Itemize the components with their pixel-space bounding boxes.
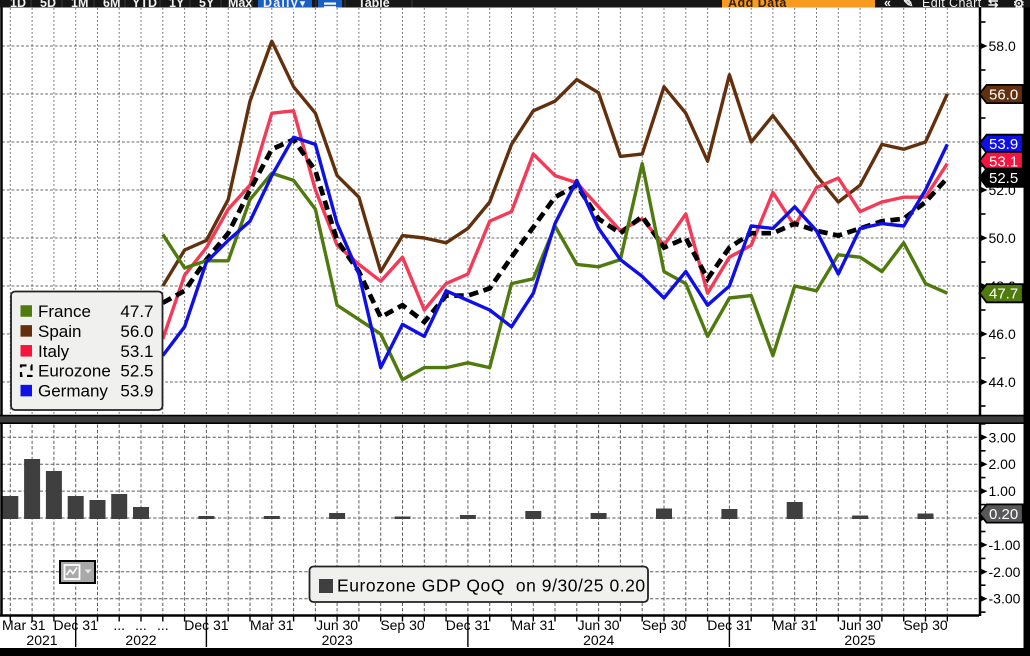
svg-text:Sep 30: Sep 30 [642,617,687,633]
svg-text:-1.00: -1.00 [989,537,1021,553]
svg-text:50.0: 50.0 [989,230,1016,246]
svg-text:Edit Chart: Edit Chart [922,0,982,10]
svg-text:6M: 6M [103,0,120,10]
svg-text:Jun 30: Jun 30 [316,617,358,633]
svg-text:Eurozone: Eurozone [38,362,111,381]
svg-text:53.1: 53.1 [120,342,153,361]
svg-text:Mar 31: Mar 31 [250,617,294,633]
svg-text:Dec 31: Dec 31 [184,617,229,633]
svg-text:56.0: 56.0 [120,322,153,341]
svg-text:2024: 2024 [583,632,614,648]
svg-text:✎: ✎ [903,0,913,10]
svg-text:2022: 2022 [125,632,156,648]
svg-text:Table: Table [358,0,390,10]
svg-text:1M: 1M [71,0,88,10]
svg-text:Jun 30: Jun 30 [839,617,881,633]
svg-text:Eurozone GDP QoQ on 9/30/25 0: Eurozone GDP QoQ on 9/30/25 0.20 [337,576,646,596]
svg-text:Mar 31: Mar 31 [773,617,817,633]
svg-text:-2.00: -2.00 [989,564,1021,580]
svg-text:3.00: 3.00 [989,429,1016,445]
svg-text:YTD: YTD [132,0,157,10]
svg-text:France: France [38,302,91,321]
svg-text:2021: 2021 [26,632,57,648]
svg-text:53.9: 53.9 [120,382,153,401]
svg-text:46.0: 46.0 [989,326,1016,342]
svg-text:...: ... [113,617,125,633]
svg-text:2025: 2025 [844,632,875,648]
svg-text:44.0: 44.0 [989,374,1016,390]
svg-text:Jun 30: Jun 30 [578,617,620,633]
svg-text:5Y: 5Y [199,0,215,10]
svg-text:2.00: 2.00 [989,456,1016,472]
svg-text:«: « [884,0,891,10]
svg-text:-3.00: -3.00 [989,591,1021,607]
svg-text:Mar 31: Mar 31 [2,617,46,633]
svg-text:0.20: 0.20 [989,506,1018,523]
svg-text:56.0: 56.0 [989,86,1018,103]
svg-text:...: ... [135,617,147,633]
svg-text:5D: 5D [40,0,56,10]
svg-text:1.00: 1.00 [989,483,1016,499]
svg-text:53.1: 53.1 [989,153,1018,170]
svg-text:52.5: 52.5 [120,362,153,381]
svg-text:Add Data: Add Data [728,0,787,10]
svg-text:47.7: 47.7 [120,302,153,321]
svg-text:▾: ▾ [299,0,306,10]
svg-text:Sep 30: Sep 30 [903,617,948,633]
svg-text:53.9: 53.9 [989,136,1018,153]
svg-text:47.7: 47.7 [989,286,1018,303]
svg-text:52.5: 52.5 [989,170,1018,187]
svg-text:2023: 2023 [322,632,353,648]
svg-text:Germany: Germany [38,382,108,401]
svg-text:Mar 31: Mar 31 [512,617,556,633]
svg-text:Dec 31: Dec 31 [446,617,491,633]
svg-text:Daily: Daily [263,0,299,10]
svg-text:...: ... [157,617,169,633]
svg-text:⇆: ⇆ [988,0,999,10]
svg-text:Sep 30: Sep 30 [380,617,425,633]
svg-text:Max: Max [228,0,252,10]
svg-text:1D: 1D [10,0,26,10]
svg-text:Dec 31: Dec 31 [54,617,99,633]
svg-text:58.0: 58.0 [989,38,1016,54]
svg-text:1Y: 1Y [169,0,185,10]
svg-text:⚙: ⚙ [1013,0,1025,11]
svg-text:Dec 31: Dec 31 [707,617,752,633]
svg-text:Italy: Italy [38,342,70,361]
svg-text:Spain: Spain [38,322,81,341]
